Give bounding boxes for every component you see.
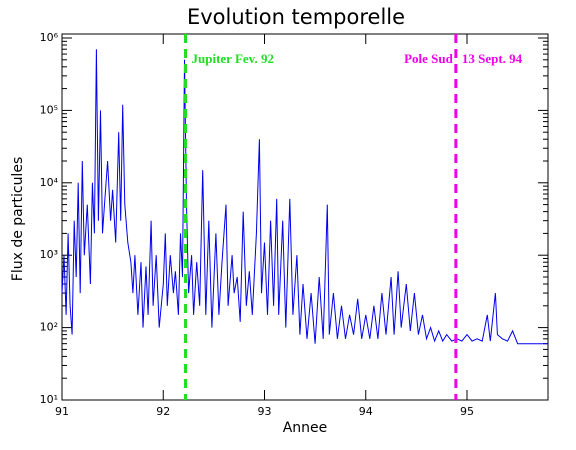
x-tick-label: 91 (55, 405, 69, 418)
y-tick-label: 10¹ (40, 393, 58, 406)
x-axis-label: Annee (283, 420, 328, 436)
y-tick-label: 10⁶ (40, 31, 59, 44)
y-tick-label: 10² (40, 321, 58, 334)
event-label: Jupiter Fev. 92 (192, 51, 274, 66)
plot-frame (61, 33, 549, 401)
y-tick-label: 10³ (40, 248, 58, 261)
event-label: Pole Sud (404, 51, 454, 66)
x-tick-label: 95 (460, 405, 474, 418)
x-tick-label: 93 (258, 405, 272, 418)
x-tick-label: 94 (359, 405, 373, 418)
y-tick-label: 10⁵ (40, 103, 58, 116)
event-label: 13 Sept. 94 (462, 51, 523, 66)
chart-title: Evolution temporelle (187, 5, 405, 29)
data-line (61, 49, 548, 345)
x-tick-label: 92 (156, 405, 170, 418)
y-tick-label: 10⁴ (40, 176, 59, 189)
y-axis-label: Flux de particules (10, 157, 26, 281)
